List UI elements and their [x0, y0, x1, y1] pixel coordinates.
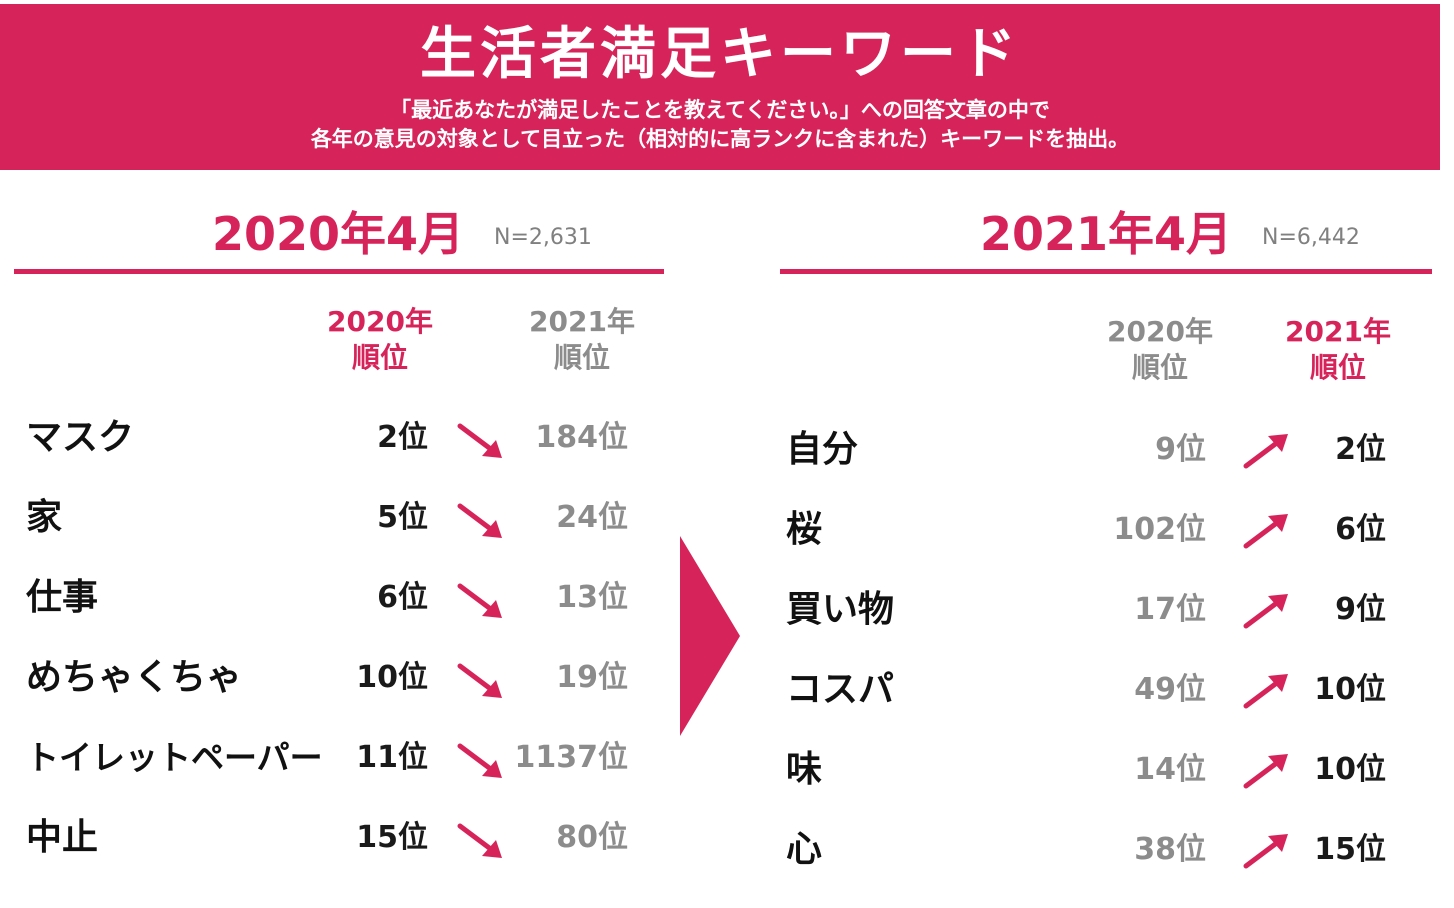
right-row-rank-2021: 6位 — [1335, 512, 1386, 547]
right-col-2021-header: 2021年 順位 — [1258, 314, 1418, 386]
arrow-down-right-icon — [457, 823, 502, 858]
right-row-rank-2021: 2位 — [1335, 432, 1386, 467]
left-col-2021-header: 2021年 順位 — [502, 304, 662, 376]
left-period-title: 2020年4月 — [212, 207, 465, 261]
left-row-rank-2021: 80位 — [556, 820, 628, 855]
right-row-rank-2020: 14位 — [1134, 752, 1206, 787]
right-col-2020-header: 2020年 順位 — [1080, 314, 1240, 386]
left-row-rank-2020: 10位 — [356, 660, 428, 695]
right-row-keyword: 自分 — [786, 429, 859, 470]
left-row-keyword: 家 — [26, 497, 63, 538]
left-row-rank-2020: 2位 — [377, 420, 428, 455]
arrow-up-right-icon — [1243, 754, 1288, 789]
right-col-2020-header-line1: 2020年 順位 — [1107, 315, 1213, 384]
right-row-rank-2021: 9位 — [1335, 592, 1386, 627]
right-row-rank-2021: 15位 — [1314, 832, 1386, 867]
right-row-rank-2021: 10位 — [1314, 672, 1386, 707]
left-sample-size: N=2,631 — [494, 225, 592, 250]
left-row-keyword: 中止 — [26, 817, 99, 858]
right-row-keyword: コスパ — [786, 669, 895, 710]
left-row-rank-2021: 13位 — [556, 580, 628, 615]
left-row-keyword: トイレットペーパー — [26, 738, 323, 777]
right-row-rank-2020: 9位 — [1155, 432, 1206, 467]
arrow-down-right-icon — [457, 583, 502, 618]
left-row-rank-2021: 19位 — [556, 660, 628, 695]
left-row-keyword: 仕事 — [26, 577, 99, 618]
right-row-keyword: 味 — [786, 749, 823, 790]
header-banner: 生活者満足キーワード 「最近あなたが満足したことを教えてください。」への回答文章… — [0, 4, 1440, 170]
arrow-down-right-icon — [457, 743, 502, 778]
right-period-title: 2021年4月 — [980, 207, 1233, 261]
arrow-down-right-icon — [457, 503, 502, 538]
arrow-up-right-icon — [1243, 594, 1288, 629]
right-row-rank-2020: 49位 — [1134, 672, 1206, 707]
left-row-rank-2020: 11位 — [356, 740, 428, 775]
arrow-up-right-icon — [1243, 514, 1288, 549]
left-row-rank-2021: 184位 — [535, 420, 628, 455]
left-row-keyword: マスク — [26, 417, 135, 458]
right-row-rank-2020: 102位 — [1113, 512, 1206, 547]
left-divider — [14, 269, 664, 274]
right-sample-size: N=6,442 — [1262, 225, 1360, 250]
arrow-down-right-icon — [457, 423, 502, 458]
right-row-rank-2020: 38位 — [1134, 832, 1206, 867]
left-col-2020-header-line1: 2020年 順位 — [327, 305, 433, 374]
left-col-2020-header: 2020年 順位 — [300, 304, 460, 376]
arrow-up-right-icon — [1243, 674, 1288, 709]
page-title: 生活者満足キーワード — [420, 22, 1020, 87]
right-row-keyword: 桜 — [786, 509, 823, 550]
left-row-keyword: めちゃくちゃ — [26, 657, 243, 698]
right-row-rank-2021: 10位 — [1314, 752, 1386, 787]
right-divider — [780, 269, 1432, 274]
right-row-rank-2020: 17位 — [1134, 592, 1206, 627]
left-row-rank-2020: 6位 — [377, 580, 428, 615]
left-col-2021-header-line1: 2021年 順位 — [529, 305, 635, 374]
right-row-keyword: 買い物 — [786, 589, 895, 630]
left-row-rank-2020: 5位 — [377, 500, 428, 535]
left-row-rank-2021: 1137位 — [514, 740, 629, 775]
left-row-rank-2021: 24位 — [556, 500, 628, 535]
left-row-rank-2020: 15位 — [356, 820, 428, 855]
arrow-down-right-icon — [457, 663, 502, 698]
right-row-keyword: 心 — [786, 829, 823, 870]
transition-chevron-icon — [680, 536, 740, 736]
description-line-1: 「最近あなたが満足したことを教えてください。」への回答文章の中で — [390, 98, 1050, 122]
arrow-up-right-icon — [1243, 434, 1288, 469]
right-col-2021-header-line1: 2021年 順位 — [1285, 315, 1391, 384]
description-line-2: 各年の意見の対象として目立った（相対的に高ランクに含まれた）キーワードを抽出。 — [310, 127, 1130, 151]
arrow-up-right-icon — [1243, 834, 1288, 869]
